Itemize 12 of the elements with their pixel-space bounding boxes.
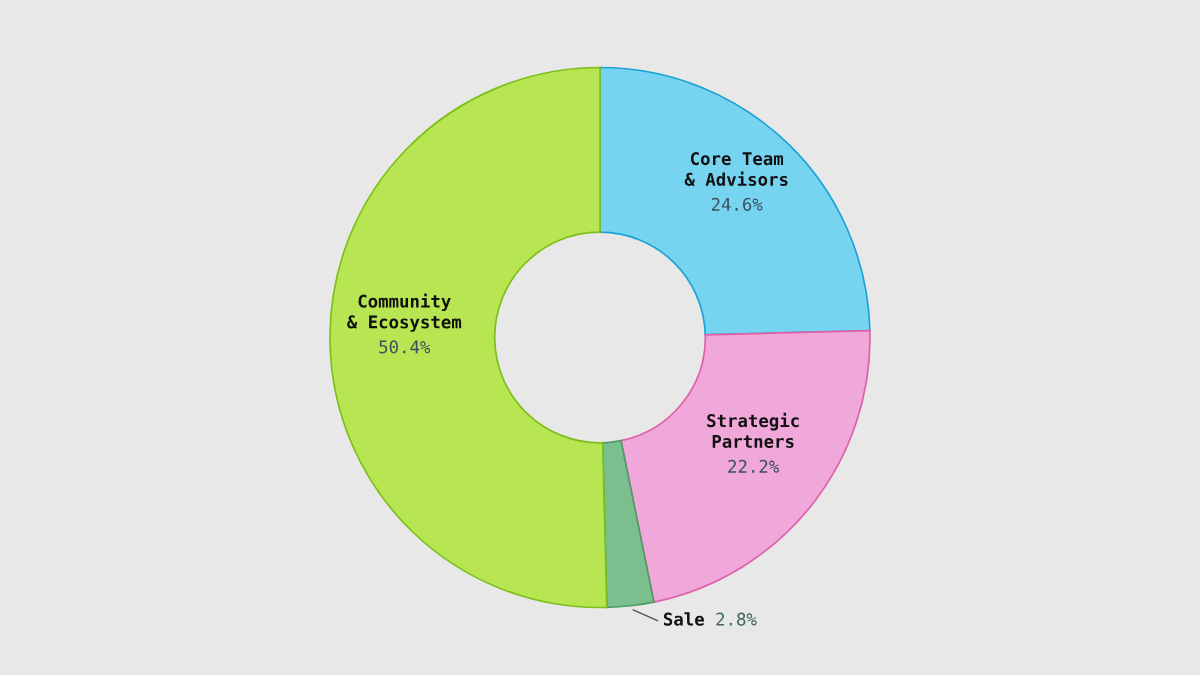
data-label: 22.2% [728,459,779,473]
slice-label: Core Team & Advisors [684,152,788,186]
data-label: 24.6% [711,197,763,211]
donut-slice [599,66,871,336]
slice-label: Sale [663,612,704,626]
donut-slice [329,66,608,609]
slice-label: Community & Ecosystem [347,293,462,332]
donut-slice [601,439,655,609]
data-label: 50.4% [379,340,431,354]
donut-slice [620,329,871,603]
slice-label: Strategic Partners [707,412,799,448]
data-label: 2.8% [716,612,757,626]
